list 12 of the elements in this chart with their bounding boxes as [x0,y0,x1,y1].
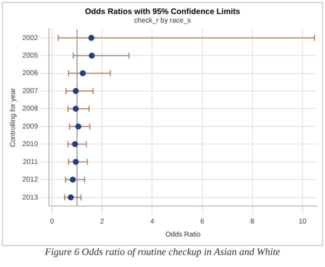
chart-title: Odds Ratios with 95% Confidence Limits [84,7,241,16]
point [88,52,95,59]
point [72,141,78,148]
point [68,194,74,200]
point [72,158,79,165]
point [80,70,86,76]
point [75,123,82,130]
point [72,88,79,94]
point [70,176,76,183]
caption: Figure 6 Odds ratio of routine checkup in Asian and White [44,247,282,258]
point [72,106,79,112]
point [88,34,94,41]
